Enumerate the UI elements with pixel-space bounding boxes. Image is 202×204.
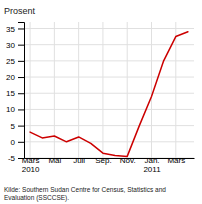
x-tick-label-line: 2011 xyxy=(143,165,161,174)
x-tick-label: Mars2010 xyxy=(22,156,40,174)
y-tick: 15 xyxy=(6,89,24,98)
y-tick-mark xyxy=(18,61,24,62)
y-tick-mark xyxy=(18,28,24,29)
y-tick-label: 30 xyxy=(6,41,15,50)
x-grid-line xyxy=(151,22,152,158)
y-grid-line xyxy=(24,44,194,45)
y-tick-label: -5 xyxy=(8,154,16,163)
x-tick-label: Jan.2011 xyxy=(143,156,161,174)
grid xyxy=(24,22,194,158)
y-tick-label: 10 xyxy=(6,105,15,114)
chart: -505101520253035Mars2010MaiJuliSep.Nov.J… xyxy=(0,0,202,204)
x-tick-label-line: Mars xyxy=(22,156,40,165)
x-tick-label: Juli xyxy=(73,156,85,165)
y-grid-line xyxy=(24,60,194,61)
x-tick-label: Nov. xyxy=(120,156,136,165)
x-grid-line xyxy=(175,22,176,158)
y-axis-title: Prosent xyxy=(4,6,36,16)
x-tick-label-line: Mars xyxy=(167,156,185,165)
y-grid-line xyxy=(24,109,194,110)
x-grid-line xyxy=(30,22,31,158)
y-grid-line xyxy=(24,77,194,78)
line xyxy=(30,32,188,157)
x-tick-label: Sep. xyxy=(95,156,111,165)
y-tick-mark xyxy=(18,45,24,46)
y-tick-mark xyxy=(18,126,24,127)
x-tick: Mars xyxy=(167,156,185,165)
caption: Kilde: Southern Sudan Centre for Census,… xyxy=(4,186,166,202)
x-tick: Sep. xyxy=(95,156,111,165)
y-tick-label: 5 xyxy=(11,122,16,131)
y-tick: 10 xyxy=(6,105,24,114)
y-tick-label: 15 xyxy=(6,89,15,98)
y-axis-line xyxy=(18,23,25,159)
y-tick-label: 25 xyxy=(6,57,15,66)
caption-line: Evaluation (SSCCSE). xyxy=(4,194,69,202)
y-grid-line xyxy=(24,28,194,29)
x-tick-label-line: Nov. xyxy=(120,156,136,165)
x-tick: Juli xyxy=(73,156,85,165)
y-tick: 0 xyxy=(11,138,24,147)
y-tick-mark xyxy=(18,77,24,78)
y-tick: 5 xyxy=(11,122,24,131)
y-tick-mark xyxy=(18,142,24,143)
x-tick-label-line: Sep. xyxy=(95,156,111,165)
x-tick: Nov. xyxy=(120,156,136,165)
y-tick-label: 0 xyxy=(11,138,16,147)
plot-area xyxy=(30,32,188,157)
x-tick: Mai xyxy=(48,156,61,165)
y-tick: 35 xyxy=(6,25,24,34)
y-tick-label: 20 xyxy=(6,73,15,82)
x-tick-label: Mai xyxy=(48,156,61,165)
x-grid-line xyxy=(127,22,128,158)
y-tick-label: 35 xyxy=(6,25,15,34)
x-grid-line xyxy=(102,22,103,158)
caption-line: Kilde: Southern Sudan Centre for Census,… xyxy=(4,186,166,193)
y-grid-line xyxy=(24,125,194,126)
y-tick-mark xyxy=(18,93,24,94)
y-tick-mark xyxy=(18,109,24,110)
x-tick-label: Mars xyxy=(167,156,185,165)
y-tick: 30 xyxy=(6,41,24,50)
x-tick-label-line: 2010 xyxy=(22,165,40,174)
x-axis: Mars2010MaiJuliSep.Nov.Jan.2011Mars xyxy=(22,156,195,174)
x-tick: Jan.2011 xyxy=(143,156,161,174)
y-tick: 25 xyxy=(6,57,24,66)
x-tick: Mars2010 xyxy=(22,156,40,174)
x-tick-label-line: Mai xyxy=(48,156,61,165)
y-axis: -5 0 5 10 15 20 25 30 35 xyxy=(6,23,24,164)
y-grid-line xyxy=(24,93,194,94)
y-tick: 20 xyxy=(6,73,24,82)
y-grid-line xyxy=(24,141,194,142)
x-grid-line xyxy=(54,22,55,158)
x-tick-label-line: Juli xyxy=(73,156,85,165)
x-tick-label-line: Jan. xyxy=(144,156,159,165)
